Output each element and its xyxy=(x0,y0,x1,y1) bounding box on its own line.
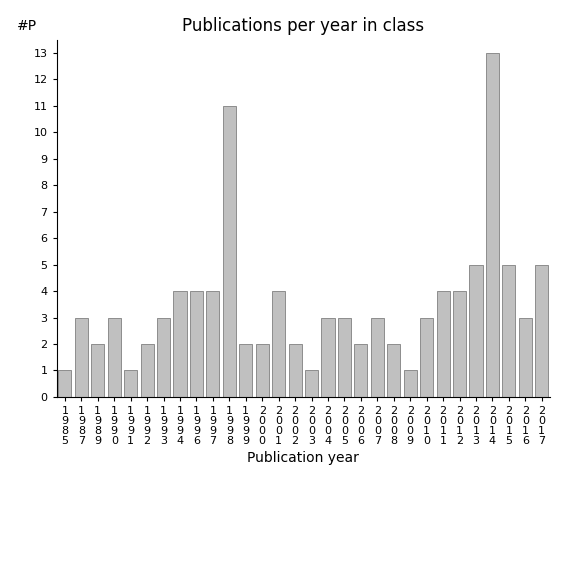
Bar xyxy=(141,344,154,397)
Text: #P: #P xyxy=(17,19,37,32)
Bar xyxy=(387,344,400,397)
Bar xyxy=(453,291,466,397)
Bar xyxy=(305,370,318,397)
Bar xyxy=(404,370,417,397)
Bar xyxy=(75,318,88,397)
Title: Publications per year in class: Publications per year in class xyxy=(182,18,425,35)
Bar xyxy=(239,344,252,397)
Bar xyxy=(256,344,269,397)
Bar xyxy=(354,344,367,397)
Bar xyxy=(289,344,302,397)
X-axis label: Publication year: Publication year xyxy=(247,451,359,466)
Bar xyxy=(124,370,137,397)
Bar xyxy=(519,318,532,397)
Bar xyxy=(108,318,121,397)
Bar xyxy=(420,318,433,397)
Bar xyxy=(502,265,515,397)
Bar xyxy=(58,370,71,397)
Bar xyxy=(486,53,499,397)
Bar xyxy=(174,291,187,397)
Bar xyxy=(190,291,203,397)
Bar xyxy=(535,265,548,397)
Bar xyxy=(223,106,236,397)
Bar xyxy=(91,344,104,397)
Bar xyxy=(321,318,335,397)
Bar xyxy=(206,291,219,397)
Bar xyxy=(157,318,170,397)
Bar xyxy=(338,318,351,397)
Bar xyxy=(437,291,450,397)
Bar xyxy=(272,291,285,397)
Bar xyxy=(371,318,384,397)
Bar xyxy=(469,265,483,397)
